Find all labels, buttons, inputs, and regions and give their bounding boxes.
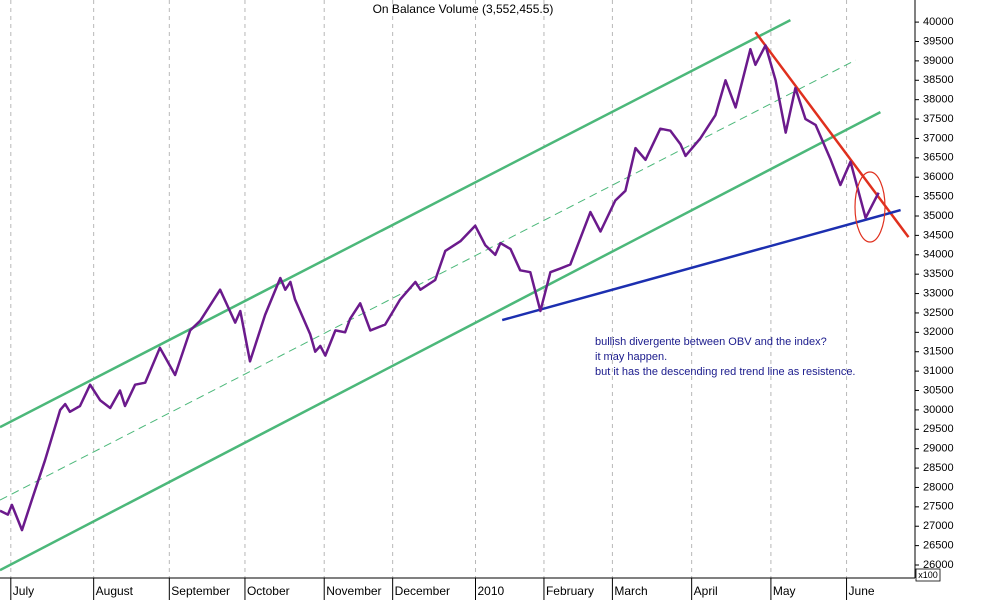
highlight-ellipse (854, 171, 886, 243)
y-tick-label: 38500 (923, 74, 954, 86)
y-tick-label: 35000 (923, 210, 954, 222)
y-tick-label: 27000 (923, 520, 954, 532)
x-tick-label: March (614, 584, 647, 598)
y-tick-label: 30000 (923, 404, 954, 416)
y-tick-label: 37000 (923, 132, 954, 144)
annotation: but it has the descending red trend line… (595, 366, 856, 378)
y-tick-label: 40000 (923, 16, 954, 28)
x-tick-label: July (13, 584, 34, 598)
scale-note-box (915, 568, 941, 582)
y-tick-label: 27500 (923, 501, 954, 513)
chart-title: On Balance Volume (3,552,455.5) (373, 2, 554, 16)
y-tick-label: 36500 (923, 152, 954, 164)
annotation: it may happen. (595, 351, 667, 363)
y-tick-label: 29500 (923, 423, 954, 435)
y-tick-label: 34000 (923, 249, 954, 261)
y-tick-label: 35500 (923, 191, 954, 203)
y-tick-label: 30500 (923, 384, 954, 396)
y-tick-label: 29000 (923, 443, 954, 455)
trend-line (754, 31, 910, 238)
obv-line (0, 44, 880, 532)
y-tick-label: 33500 (923, 268, 954, 280)
annotation: bullish divergente between OBV and the i… (595, 336, 827, 348)
plot-lines (0, 18, 910, 572)
y-tick-label: 31500 (923, 346, 954, 358)
x-tick-label: April (694, 584, 718, 598)
axes: 26000 26500 27000 27500 28000 28500 29000 29500… (10, 16, 954, 600)
x-tick-label: September (171, 584, 230, 598)
x-tick-label: June (849, 584, 875, 598)
x-tick-label: 2010 (478, 584, 505, 598)
y-tick-label: 39500 (923, 35, 954, 47)
y-tick-label: 28000 (923, 481, 954, 493)
y-tick-label: 31000 (923, 365, 954, 377)
y-tick-label: 37500 (923, 113, 954, 125)
x-tick-label: August (96, 584, 134, 598)
x-tick-label: February (546, 584, 594, 598)
y-tick-label: 38000 (923, 94, 954, 106)
x-tick-label: December (395, 584, 450, 598)
y-tick-label: 34500 (923, 229, 954, 241)
x-tick-label: May (773, 584, 796, 598)
x-tick-label: November (326, 584, 381, 598)
y-tick-label: 36000 (923, 171, 954, 183)
y-tick-label: 33000 (923, 287, 954, 299)
y-tick-label: 26000 (923, 559, 954, 571)
y-tick-label: 32500 (923, 307, 954, 319)
trend-line (0, 18, 791, 429)
trend-line (0, 110, 881, 572)
y-tick-label: 32000 (923, 326, 954, 338)
y-tick-label: 26500 (923, 540, 954, 552)
trend-line (0, 59, 856, 501)
scale-note: x100 (918, 570, 938, 580)
x-tick-label: October (247, 584, 290, 598)
trend-line (501, 208, 901, 322)
y-tick-label: 28500 (923, 462, 954, 474)
y-tick-label: 39000 (923, 55, 954, 67)
